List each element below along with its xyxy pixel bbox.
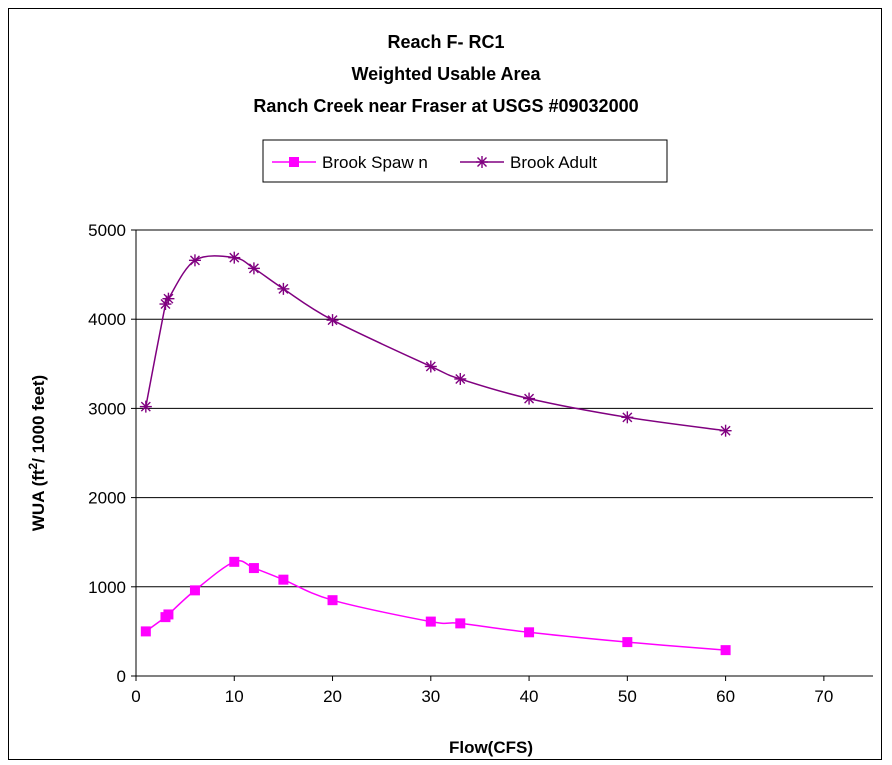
- series-1-point-11: [621, 411, 634, 424]
- series-1-point-2: [162, 292, 175, 305]
- series-1-point-9: [454, 372, 467, 385]
- series-1-point-6: [277, 282, 290, 295]
- legend-marker-1: [476, 156, 488, 168]
- legend-item-0: Brook Spaw n: [272, 153, 428, 172]
- legend-box: [262, 139, 668, 183]
- x-tick-label-50: 50: [618, 687, 637, 706]
- series-0-point-2: [163, 609, 174, 620]
- y-axis-title: WUA (ft2/ 1000 feet): [26, 375, 48, 531]
- legend-marker-0: [289, 157, 299, 167]
- series-1: [139, 251, 732, 437]
- y-tick-label-4000: 4000: [88, 310, 126, 329]
- series-0-point-3: [189, 585, 200, 596]
- x-tick-label-20: 20: [323, 687, 342, 706]
- chart-title-line-2: Weighted Usable Area: [351, 64, 541, 84]
- legend-label-1: Brook Adult: [510, 153, 597, 172]
- x-tick-label-0: 0: [131, 687, 140, 706]
- series-0-line: [145, 560, 726, 651]
- chart-title-line-1: Reach F- RC1: [387, 32, 505, 52]
- legend: Brook Spaw n Brook Adult: [262, 139, 668, 183]
- y-tick-label-3000: 3000: [88, 399, 126, 418]
- y-tick-label-5000: 5000: [88, 221, 126, 240]
- legend-item-1: Brook Adult: [460, 153, 597, 172]
- series-0-point-11: [622, 637, 633, 648]
- series-1-point-0: [139, 400, 152, 413]
- series-1-point-3: [188, 254, 201, 267]
- series-0-point-9: [455, 618, 466, 629]
- series-0-point-7: [327, 595, 338, 606]
- y-axis-title-main: WUA (ft: [29, 469, 48, 531]
- series-0-point-6: [278, 574, 289, 585]
- series-0-point-12: [720, 645, 731, 656]
- series-0-point-4: [229, 556, 240, 567]
- series-0-point-0: [140, 626, 151, 637]
- series-1-point-7: [326, 314, 339, 327]
- x-tick-label-40: 40: [520, 687, 539, 706]
- y-tick-label-1000: 1000: [88, 578, 126, 597]
- y-axis-title-unit: / 1000 feet): [29, 375, 48, 463]
- series-1-point-5: [247, 262, 260, 275]
- chart-frame: [8, 8, 882, 760]
- series-0-point-5: [248, 563, 259, 574]
- chart-title-line-3: Ranch Creek near Fraser at USGS #0903200…: [253, 96, 639, 116]
- series-0-point-10: [524, 627, 535, 638]
- series-1-point-8: [424, 360, 437, 373]
- series-1-point-4: [228, 251, 241, 264]
- series-1-line: [145, 255, 726, 432]
- series-1-point-10: [523, 392, 536, 405]
- x-tick-label-30: 30: [421, 687, 440, 706]
- y-tick-label-0: 0: [117, 667, 126, 686]
- y-axis-title-superscript: 2: [26, 462, 40, 469]
- x-tick-label-70: 70: [814, 687, 833, 706]
- x-tick-label-60: 60: [716, 687, 735, 706]
- x-axis-title: Flow(CFS): [449, 738, 533, 757]
- x-tick-label-10: 10: [225, 687, 244, 706]
- y-tick-label-2000: 2000: [88, 489, 126, 508]
- series-0-point-8: [425, 616, 436, 627]
- series-0: [140, 556, 731, 656]
- series-1-point-12: [719, 424, 732, 437]
- legend-label-0: Brook Spaw n: [322, 153, 428, 172]
